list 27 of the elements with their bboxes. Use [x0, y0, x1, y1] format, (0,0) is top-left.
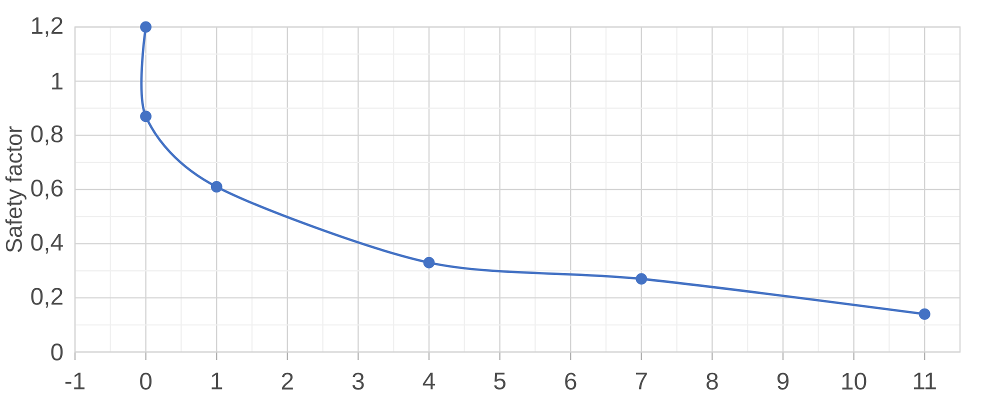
x-tick-label: 4	[422, 372, 435, 390]
y-tick-label: 0,2	[31, 288, 62, 308]
x-tick-label: 11	[914, 372, 936, 390]
x-tick-label: 5	[494, 372, 506, 390]
y-tick-label: 0	[51, 343, 63, 360]
point	[210, 181, 222, 193]
x-tick-label: 1	[212, 372, 222, 390]
point	[140, 21, 152, 33]
point	[423, 256, 435, 268]
y-tick-label: 1	[52, 72, 62, 90]
point	[636, 273, 648, 285]
y-axis-title: Safety factor	[5, 126, 26, 252]
x-tick-label: 3	[352, 372, 364, 390]
x-tick-label: 2	[282, 372, 293, 390]
point	[140, 110, 152, 122]
x-tick-label: 0	[140, 372, 152, 390]
x-tick-label: 6	[565, 372, 576, 390]
x-tick-label: 7	[636, 372, 647, 390]
y-tick-label: 1,2	[32, 17, 62, 37]
x-tick-label: 10	[842, 372, 866, 390]
x-tick-label: 9	[777, 372, 789, 390]
y-tick-label: 0,4	[31, 234, 63, 254]
y-tick-label: 0,8	[31, 125, 63, 146]
x-tick-label: 8	[706, 372, 718, 390]
x-tick-label: -1	[65, 372, 84, 390]
y-tick-label: 0,6	[31, 180, 63, 200]
point	[918, 308, 930, 320]
